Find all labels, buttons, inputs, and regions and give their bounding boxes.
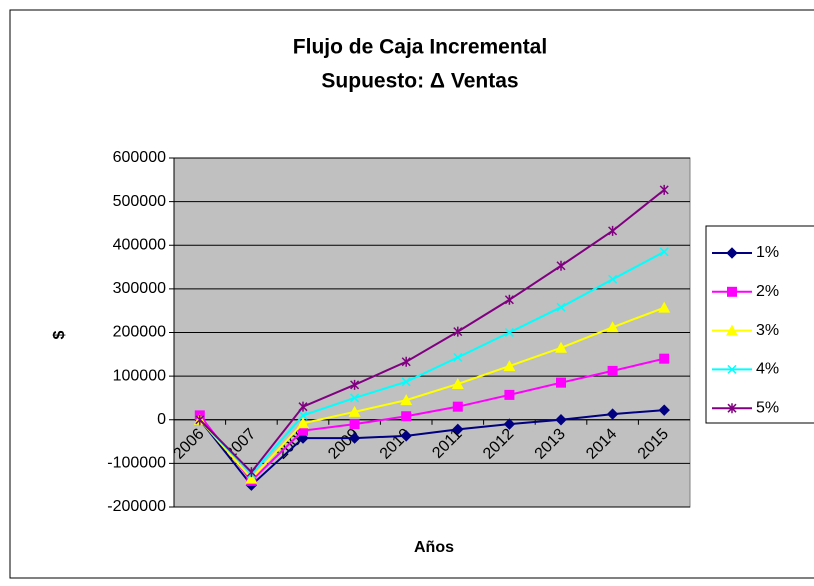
marker xyxy=(658,404,670,416)
marker xyxy=(400,394,413,406)
marker xyxy=(348,432,361,444)
marker xyxy=(556,377,566,388)
marker xyxy=(503,360,516,372)
marker xyxy=(503,418,516,430)
marker xyxy=(504,294,514,305)
marker xyxy=(400,430,412,442)
marker xyxy=(504,327,514,338)
marker xyxy=(555,341,567,353)
marker xyxy=(659,247,669,257)
y-tick-label: 400000 xyxy=(113,236,166,253)
marker xyxy=(606,321,619,333)
marker xyxy=(556,302,566,312)
y-tick-label: -100000 xyxy=(107,455,166,472)
marker xyxy=(608,274,618,284)
series-line xyxy=(199,409,665,487)
marker xyxy=(659,353,670,364)
marker xyxy=(195,414,205,425)
marker xyxy=(727,364,737,374)
marker xyxy=(245,472,258,484)
marker xyxy=(453,352,463,362)
marker xyxy=(452,423,464,436)
marker xyxy=(297,417,309,429)
marker xyxy=(298,410,308,420)
legend-label: 3% xyxy=(756,322,779,339)
y-tick-label: 100000 xyxy=(113,367,166,384)
x-axis-label: Años xyxy=(414,539,454,556)
marker xyxy=(452,401,463,412)
series-line xyxy=(199,250,665,476)
y-tick-label: 500000 xyxy=(113,193,166,210)
marker xyxy=(401,356,411,367)
chart-subtitle: Supuesto: Δ Ventas xyxy=(321,70,518,93)
marker xyxy=(401,377,411,387)
chart-title: Flujo de Caja Incremental xyxy=(293,36,547,59)
marker xyxy=(350,393,360,403)
y-tick-label: -200000 xyxy=(107,498,166,515)
marker xyxy=(555,414,567,426)
marker xyxy=(298,401,308,412)
legend-label: 5% xyxy=(756,399,779,416)
marker xyxy=(607,365,618,376)
marker xyxy=(348,405,361,417)
y-tick-label: 300000 xyxy=(113,280,166,297)
marker xyxy=(556,260,566,271)
legend-label: 2% xyxy=(756,283,779,300)
marker xyxy=(727,403,737,414)
marker xyxy=(726,247,738,259)
series-line xyxy=(199,357,665,483)
marker xyxy=(606,408,619,420)
marker xyxy=(246,467,256,478)
y-axis-label: $ xyxy=(51,330,68,339)
series-line xyxy=(199,189,665,474)
marker xyxy=(727,286,737,297)
legend-label: 1% xyxy=(756,244,779,261)
marker xyxy=(349,419,360,430)
series-line xyxy=(199,306,665,481)
marker xyxy=(658,301,671,313)
marker xyxy=(298,425,308,436)
legend-label: 4% xyxy=(756,361,779,378)
marker xyxy=(608,225,618,236)
y-tick-label: 0 xyxy=(157,411,166,428)
y-tick-label: 200000 xyxy=(113,324,166,341)
marker xyxy=(726,324,738,336)
marker xyxy=(453,326,463,337)
marker xyxy=(504,389,515,400)
marker xyxy=(350,379,360,390)
marker xyxy=(451,377,464,389)
y-tick-label: 600000 xyxy=(113,149,166,166)
marker xyxy=(401,411,412,422)
legend xyxy=(705,225,814,424)
marker xyxy=(659,184,669,195)
